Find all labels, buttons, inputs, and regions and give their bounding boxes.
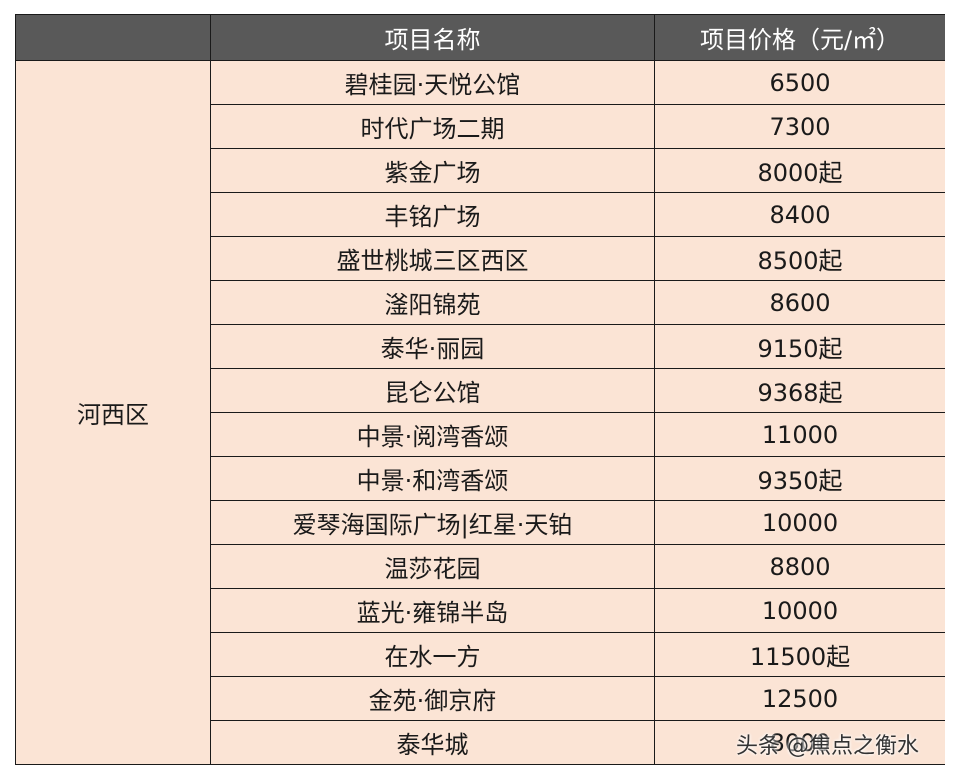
project-price-cell: 8000起 [654, 148, 945, 193]
table-row: 泰华城 8000 [16, 720, 945, 765]
project-price-cell: 12500 [654, 676, 945, 721]
table-row: 河西区 碧桂园·天悦公馆 6500 [15, 60, 945, 765]
table-row: 在水一方 11500起 [16, 632, 945, 677]
table-row: 爱琴海国际广场|红星·天铂 10000 [16, 500, 945, 545]
watermark-text: 头条 @焦点之衡水 [736, 734, 919, 759]
project-name-cell: 盛世桃城三区西区 [210, 236, 655, 281]
project-name-cell: 中景·阅湾香颂 [210, 412, 655, 457]
price-table: 项目名称 项目价格（元/㎡） 河西区 碧桂园·天悦公馆 6500 时代广场二期 7300… [15, 14, 945, 765]
project-price-cell: 8600 [654, 280, 945, 325]
project-name-cell: 丰铭广场 [210, 192, 655, 237]
project-price-cell: 9368起 [654, 368, 945, 413]
project-price-cell: 11000 [654, 412, 945, 457]
table-row: 丰铭广场 8400 [16, 192, 945, 237]
project-name-cell: 金苑·御京府 [210, 676, 655, 721]
header-row: 项目名称 项目价格（元/㎡） [15, 14, 945, 61]
project-price-cell: 8000 [654, 720, 945, 765]
project-price-cell: 9150起 [654, 324, 945, 369]
project-price-cell: 10000 [654, 500, 945, 545]
table-row: 泰华·丽园 9150起 [16, 324, 945, 369]
project-price-cell: 10000 [654, 588, 945, 633]
header-project-price: 项目价格（元/㎡） [654, 14, 945, 61]
table-row: 昆仑公馆 9368起 [16, 368, 945, 413]
project-name-cell: 碧桂园·天悦公馆 [210, 60, 655, 105]
table-row: 温莎花园 8800 [16, 544, 945, 589]
project-price-cell: 6500 [654, 60, 945, 105]
table-body: 河西区 碧桂园·天悦公馆 6500 时代广场二期 7300 紫金广场 8000起 丰铭广场 84… [15, 60, 945, 765]
project-name-cell: 中景·和湾香颂 [210, 456, 655, 501]
project-price-cell: 8500起 [654, 236, 945, 281]
project-name-cell: 蓝光·雍锦半岛 [210, 588, 655, 633]
project-name-cell: 昆仑公馆 [210, 368, 655, 413]
table-row: 盛世桃城三区西区 8500起 [16, 236, 945, 281]
project-price-cell: 8400 [654, 192, 945, 237]
project-price-cell: 7300 [654, 104, 945, 149]
project-name-cell: 在水一方 [210, 632, 655, 677]
project-price-cell: 11500起 [654, 632, 945, 677]
price-table-container: 项目名称 项目价格（元/㎡） 河西区 碧桂园·天悦公馆 6500 时代广场二期 7300… [15, 14, 945, 780]
project-price-cell: 8800 [654, 544, 945, 589]
table-row: 时代广场二期 7300 [16, 104, 945, 149]
project-name-cell: 紫金广场 [210, 148, 655, 193]
project-name-cell: 泰华城 [210, 720, 655, 765]
project-name-cell: 温莎花园 [210, 544, 655, 589]
project-price-cell: 9350起 [654, 456, 945, 501]
project-name-cell: 滏阳锦苑 [210, 280, 655, 325]
project-name-cell: 爱琴海国际广场|红星·天铂 [210, 500, 655, 545]
table-row: 金苑·御京府 12500 [16, 676, 945, 721]
project-name-cell: 时代广场二期 [210, 104, 655, 149]
project-name-cell: 泰华·丽园 [210, 324, 655, 369]
header-project-name: 项目名称 [210, 14, 655, 61]
header-district [15, 14, 211, 61]
table-row: 蓝光·雍锦半岛 10000 [16, 588, 945, 633]
district-cell: 河西区 [15, 60, 211, 765]
table-row: 滏阳锦苑 8600 [16, 280, 945, 325]
